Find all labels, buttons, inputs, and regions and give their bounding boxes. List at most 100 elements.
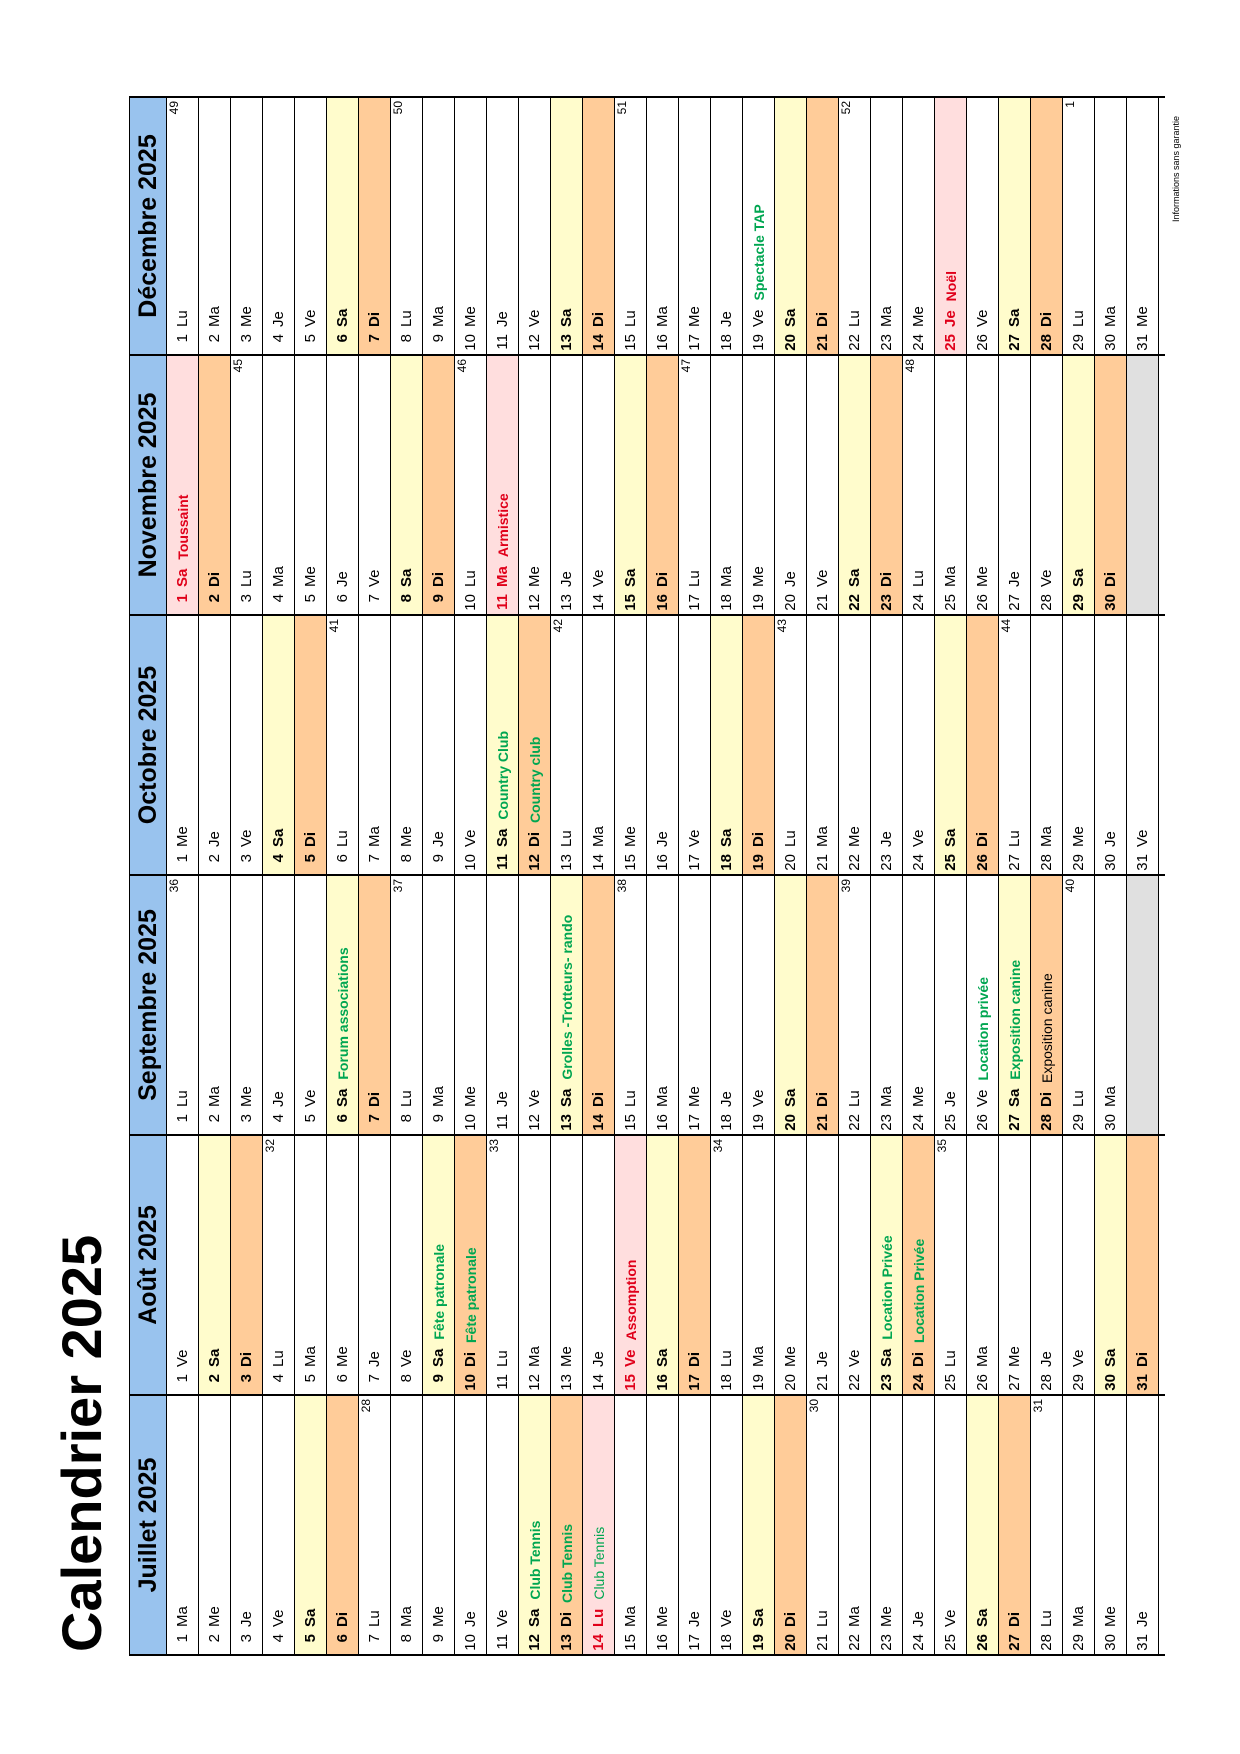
- day-cell: 28 Di Exposition canine: [1031, 876, 1063, 1134]
- day-cell: 2 Sa: [199, 1136, 231, 1394]
- day-number: 13: [558, 594, 575, 614]
- day-cell: 22 Me: [839, 616, 871, 874]
- weekday-abbr: Di: [814, 312, 831, 327]
- day-cell: 13 Di Club Tennis: [551, 1396, 583, 1654]
- weekday-abbr: Ve: [622, 1349, 639, 1367]
- day-number: 20: [782, 594, 799, 614]
- weekday-abbr: Je: [270, 1091, 287, 1107]
- day-number: 6: [334, 1634, 351, 1654]
- day-cell: 22 Ve: [839, 1136, 871, 1394]
- day-number: 17: [686, 594, 703, 614]
- weekday-abbr: Je: [462, 1611, 479, 1627]
- day-cell: 25 Ve: [935, 1396, 967, 1654]
- day-cell: 5 Ma: [295, 1136, 327, 1394]
- weekday-abbr: Lu: [1038, 1610, 1055, 1627]
- day-number: 19: [750, 334, 767, 354]
- day-number: 20: [782, 854, 799, 874]
- day-cell: 14 Ve: [583, 356, 615, 614]
- day-cell: 30 Di: [1095, 356, 1127, 614]
- weekday-abbr: Sa: [942, 829, 959, 847]
- weekday-abbr: Ma: [1102, 1086, 1119, 1107]
- day-cell: 1 Sa Toussaint: [167, 356, 199, 614]
- day-number: 21: [814, 1634, 831, 1654]
- week-number: 38: [616, 879, 628, 892]
- month-header: Décembre 2025: [129, 98, 167, 354]
- weekday-abbr: Lu: [238, 570, 255, 587]
- day-cell: 18 Je: [711, 876, 743, 1134]
- weekday-abbr: Sa: [206, 1349, 223, 1367]
- week-number: 36: [168, 879, 180, 892]
- weekday-abbr: Ve: [846, 1349, 863, 1367]
- weekday-abbr: Ve: [1134, 829, 1151, 847]
- day-number: 9: [430, 854, 447, 874]
- weekday-abbr: Me: [1134, 306, 1151, 327]
- day-number: 14: [590, 1634, 607, 1654]
- day-cell: 25 Je: [935, 876, 967, 1134]
- day-cell: 27 Me: [999, 1136, 1031, 1394]
- weekday-abbr: Di: [1006, 1612, 1023, 1627]
- weekday-abbr: Je: [334, 571, 351, 587]
- day-cell: 7 Di: [359, 876, 391, 1134]
- day-number: 14: [590, 334, 607, 354]
- weekday-abbr: Ve: [750, 1089, 767, 1107]
- weekday-abbr: Me: [782, 1346, 799, 1367]
- day-number: 8: [398, 1374, 415, 1394]
- day-cell: 2 Ma: [199, 98, 231, 354]
- day-number: 13: [558, 1634, 575, 1654]
- day-number: 12: [526, 854, 543, 874]
- weekday-abbr: Me: [846, 826, 863, 847]
- week-number: 37: [392, 879, 404, 892]
- day-cell: 9 Ma: [423, 876, 455, 1134]
- day-cell: 1 Lu 49: [167, 98, 199, 354]
- day-number: 1: [174, 334, 191, 354]
- day-number: 8: [398, 594, 415, 614]
- day-cell: 7 Di: [359, 98, 391, 354]
- weekday-abbr: Di: [782, 1612, 799, 1627]
- day-number: 3: [238, 1114, 255, 1134]
- weekday-abbr: Sa: [1006, 309, 1023, 327]
- day-cell: 16 Ma: [647, 876, 679, 1134]
- day-cell: 12 Me: [519, 356, 551, 614]
- weekday-abbr: Je: [1102, 831, 1119, 847]
- weekday-abbr: Lu: [1070, 310, 1087, 327]
- month-header: Novembre 2025: [129, 356, 167, 614]
- weekday-abbr: Di: [686, 1352, 703, 1367]
- weekday-abbr: Sa: [1006, 1089, 1023, 1107]
- weekday-abbr: Sa: [430, 1349, 447, 1367]
- day-cell: 23 Ma: [871, 98, 903, 354]
- day-number: 2: [206, 334, 223, 354]
- day-cell: 8 Ve: [391, 1136, 423, 1394]
- day-number: 21: [814, 334, 831, 354]
- day-cell: 21 Ma: [807, 616, 839, 874]
- weekday-abbr: Ma: [846, 1606, 863, 1627]
- weekday-abbr: Ve: [526, 1089, 543, 1107]
- weekday-abbr: Me: [238, 306, 255, 327]
- weekday-abbr: Di: [558, 1612, 575, 1627]
- day-cell: 1 Me: [167, 616, 199, 874]
- weekday-abbr: Me: [686, 306, 703, 327]
- day-cell: 18 Ma: [711, 356, 743, 614]
- weekday-abbr: Me: [974, 566, 991, 587]
- weekday-abbr: Me: [910, 306, 927, 327]
- day-number: 1: [174, 594, 191, 614]
- day-cell: 9 Je: [423, 616, 455, 874]
- day-cell: 18 Je: [711, 98, 743, 354]
- day-number: 3: [238, 854, 255, 874]
- weekday-abbr: Ma: [878, 306, 895, 327]
- day-cell: 5 Di: [295, 616, 327, 874]
- day-cell: 22 Sa: [839, 356, 871, 614]
- day-cell: 9 Me: [423, 1396, 455, 1654]
- weekday-abbr: Je: [878, 831, 895, 847]
- empty-day-cell: [1127, 356, 1159, 614]
- weekday-abbr: Di: [814, 1092, 831, 1107]
- month-column: Août 2025 1 Ve 2 Sa 3 Di 4 Lu 32 5 Ma 6 Me 7 Je 8 Ve 9 Sa Fê…: [129, 1136, 1165, 1396]
- day-cell: 17 Me: [679, 876, 711, 1134]
- weekday-abbr: Je: [430, 831, 447, 847]
- weekday-abbr: Lu: [942, 1350, 959, 1367]
- weekday-abbr: Ma: [590, 826, 607, 847]
- day-number: 14: [590, 1374, 607, 1394]
- weekday-abbr: Ve: [302, 1089, 319, 1107]
- day-number: 15: [622, 854, 639, 874]
- month-column: Novembre 2025 1 Sa Toussaint 2 Di 3 Lu 45 4 Ma 5 Me 6…: [129, 356, 1165, 616]
- day-cell: 29 Ve: [1063, 1136, 1095, 1394]
